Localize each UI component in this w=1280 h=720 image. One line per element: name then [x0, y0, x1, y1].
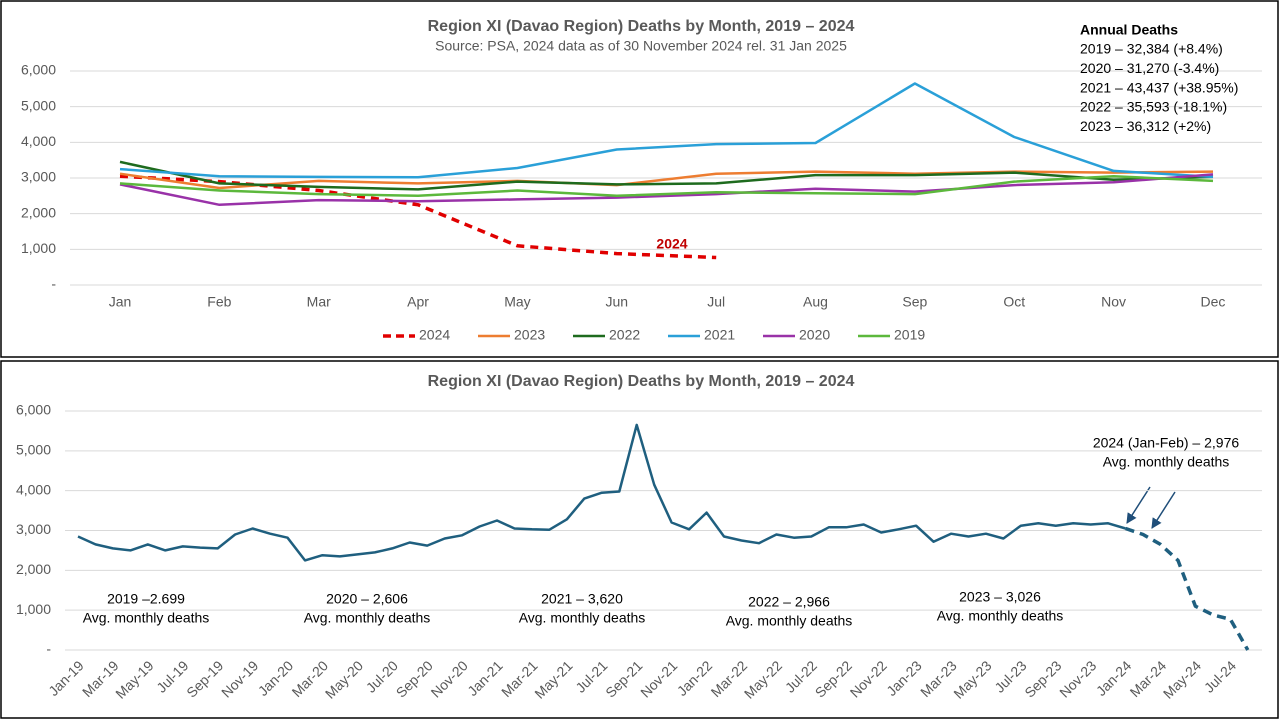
- x-tick-label: Nov-23: [1056, 657, 1099, 700]
- annotation: Avg. monthly deaths: [726, 613, 853, 629]
- x-tick-label: Jan-21: [464, 657, 506, 699]
- annotation: 2019 –2.699: [107, 591, 185, 607]
- annual-line: 2021 – 43,437 (+38.95%): [1080, 79, 1238, 95]
- x-tick-label: Apr: [407, 294, 429, 310]
- y-tick-label: 6,000: [21, 62, 56, 78]
- x-tick-label: May-20: [322, 657, 366, 701]
- series-line: [1125, 526, 1250, 651]
- y-tick-label: 5,000: [16, 442, 51, 458]
- x-tick-label: Nov-22: [847, 657, 890, 700]
- annotation: 2020 – 2,606: [326, 591, 408, 607]
- x-tick-label: Aug: [803, 294, 828, 310]
- legend-label: 2024: [419, 327, 450, 343]
- x-tick-label: Jul: [707, 294, 725, 310]
- y-tick-label: 2,000: [21, 204, 56, 220]
- y-tick-label: 4,000: [21, 133, 56, 149]
- x-tick-label: Nov-20: [428, 657, 471, 700]
- x-tick-label: Sep-20: [393, 657, 436, 700]
- x-tick-label: Oct: [1003, 294, 1025, 310]
- legend-label: 2023: [514, 327, 545, 343]
- x-tick-label: May: [504, 294, 530, 310]
- x-tick-label: Jan: [109, 294, 132, 310]
- chart-title: Region XI (Davao Region) Deaths by Month…: [428, 373, 855, 390]
- x-tick-label: May-19: [112, 657, 156, 701]
- x-tick-label: Feb: [207, 294, 231, 310]
- y-tick-label: 3,000: [21, 169, 56, 185]
- annual-title: Annual Deaths: [1080, 22, 1178, 38]
- x-tick-label: Sep: [902, 294, 927, 310]
- legend-label: 2021: [704, 327, 735, 343]
- x-tick-label: Sep-19: [183, 657, 226, 700]
- series-line: [77, 423, 1126, 562]
- legend-label: 2020: [799, 327, 830, 343]
- x-tick-label: Jan-22: [674, 657, 716, 699]
- annotation: Avg. monthly deaths: [83, 610, 210, 626]
- series-line: [119, 174, 717, 260]
- x-tick-label: Sep-23: [1021, 657, 1064, 700]
- x-tick-label: Sep-22: [812, 657, 855, 700]
- annotation: 2023 – 3,026: [959, 589, 1041, 605]
- y-tick-label: 5,000: [21, 97, 56, 113]
- annual-line: 2019 – 32,384 (+8.4%): [1080, 41, 1223, 57]
- annotation: Avg. monthly deaths: [519, 610, 646, 626]
- x-tick-label: Nov-21: [637, 657, 680, 700]
- annual-line: 2023 – 36,312 (+2%): [1080, 118, 1211, 134]
- x-tick-label: Jun: [606, 294, 629, 310]
- y-tick-label: 3,000: [16, 521, 51, 537]
- x-tick-label: May-21: [531, 657, 575, 701]
- annotation: Avg. monthly deaths: [1103, 454, 1230, 470]
- x-tick-label: Dec: [1201, 294, 1226, 310]
- arrow: [1126, 486, 1151, 524]
- panel-frame: [0, 0, 1279, 358]
- annotation: 2022 – 2,966: [748, 594, 830, 610]
- y-tick-label: 2,000: [16, 561, 51, 577]
- x-tick-label: Mar: [307, 294, 331, 310]
- x-tick-label: May-22: [741, 657, 785, 701]
- y-tick-label: 4,000: [16, 481, 51, 497]
- y-tick-label: 1,000: [16, 601, 51, 617]
- series-line: [119, 160, 1214, 191]
- annotation: 2024: [656, 236, 687, 252]
- legend-label: 2019: [894, 327, 925, 343]
- panel-frame: [0, 360, 1279, 719]
- x-tick-label: Nov-19: [218, 657, 261, 700]
- y-tick-label: 1,000: [21, 240, 56, 256]
- arrow: [1151, 491, 1176, 529]
- y-tick-label: 6,000: [16, 402, 51, 418]
- legend-label: 2022: [609, 327, 640, 343]
- x-tick-label: Sep-21: [602, 657, 645, 700]
- annotation: 2021 – 3,620: [541, 591, 623, 607]
- series-line: [119, 170, 1214, 190]
- x-tick-label: Jan-23: [883, 657, 925, 699]
- chart-title: Region XI (Davao Region) Deaths by Month…: [428, 18, 855, 35]
- annotation: 2024 (Jan-Feb) – 2,976: [1093, 435, 1240, 451]
- annotation: Avg. monthly deaths: [304, 610, 431, 626]
- x-tick-label: Jan-24: [1093, 657, 1135, 699]
- y-tick-label: -: [51, 276, 56, 292]
- series-line: [119, 174, 1214, 198]
- x-tick-label: Jul-24: [1201, 657, 1239, 695]
- x-tick-label: Jan-19: [45, 657, 87, 699]
- x-tick-label: May-24: [1160, 657, 1204, 701]
- x-tick-label: May-23: [950, 657, 994, 701]
- series-line: [119, 173, 1214, 207]
- chart-subtitle: Source: PSA, 2024 data as of 30 November…: [435, 38, 847, 54]
- annual-line: 2020 – 31,270 (-3.4%): [1080, 60, 1219, 76]
- annual-line: 2022 – 35,593 (-18.1%): [1080, 99, 1227, 115]
- x-tick-label: Nov: [1101, 294, 1126, 310]
- x-tick-label: Jan-20: [255, 657, 297, 699]
- y-tick-label: -: [46, 641, 51, 657]
- series-line: [119, 82, 1214, 179]
- annotation: Avg. monthly deaths: [937, 608, 1064, 624]
